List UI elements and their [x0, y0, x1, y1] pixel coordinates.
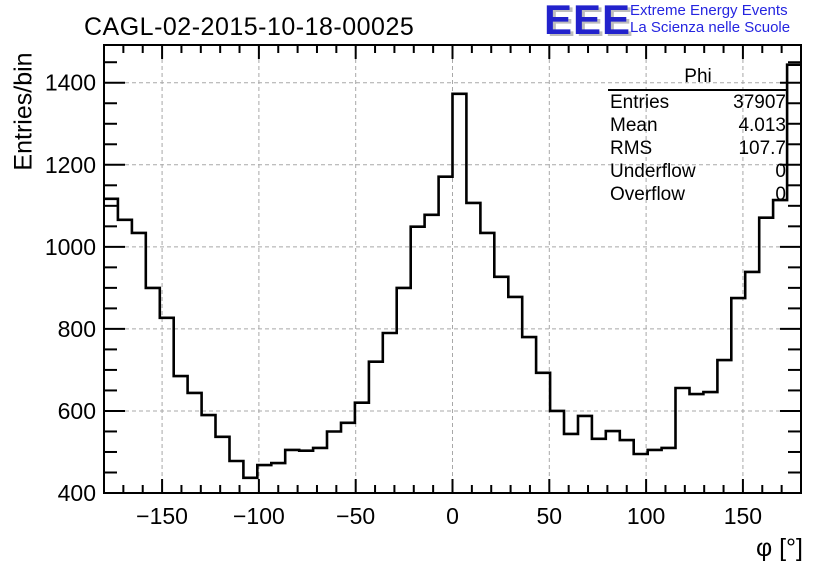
stats-box-title: Phi [608, 66, 788, 91]
y-tick-label: 800 [58, 316, 96, 342]
stats-row-value: 4.013 [738, 115, 786, 136]
stats-box: Phi Entries 37907 Mean 4.013 RMS 107.7 Underfl… [608, 66, 788, 206]
x-tick-label: −100 [233, 503, 285, 529]
stats-row-label: RMS [610, 138, 653, 159]
stats-row-label: Mean [610, 115, 658, 136]
stats-row-label: Overflow [610, 184, 685, 205]
stats-row: Entries 37907 [608, 91, 788, 114]
x-tick-label: −150 [136, 503, 188, 529]
eee-logo-line1: Extreme Energy Events [630, 2, 788, 19]
stats-row-value: 37907 [733, 92, 786, 113]
eee-logo-subtitle: Extreme Energy Events La Scienza nelle S… [630, 2, 790, 36]
stats-row: Overflow 0 [608, 183, 788, 206]
y-tick-label: 1200 [45, 152, 96, 178]
x-tick-label: 0 [446, 503, 459, 529]
plot-frame [103, 44, 802, 494]
stats-row-value: 0 [775, 184, 786, 205]
y-tick-label: 400 [58, 480, 96, 506]
x-tick-label: 150 [724, 503, 762, 529]
eee-logo: EEE [544, 0, 632, 43]
x-tick-label: 100 [627, 503, 665, 529]
stats-row: Mean 4.013 [608, 114, 788, 137]
y-tick-label: 1000 [45, 234, 96, 260]
x-axis-title: φ [°] [755, 534, 803, 562]
x-tick-label: −50 [336, 503, 375, 529]
x-tick-label: 50 [537, 503, 563, 529]
y-axis-title: Entries/bin [9, 52, 38, 171]
stats-row-value: 0 [775, 161, 786, 182]
stats-row-label: Underflow [610, 161, 696, 182]
y-tick-label: 600 [58, 398, 96, 424]
page-title: CAGL-02-2015-10-18-00025 [84, 13, 415, 41]
stats-row-value: 107.7 [738, 138, 786, 159]
stats-row: Underflow 0 [608, 160, 788, 183]
eee-logo-line2: La Scienza nelle Scuole [630, 19, 791, 36]
y-tick-label: 1400 [45, 70, 96, 96]
stats-row-label: Entries [610, 92, 670, 113]
histogram-line [104, 63, 801, 480]
stats-box-rows: Entries 37907 Mean 4.013 RMS 107.7 Underflow 0 O… [608, 91, 788, 206]
stats-row: RMS 107.7 [608, 137, 788, 160]
